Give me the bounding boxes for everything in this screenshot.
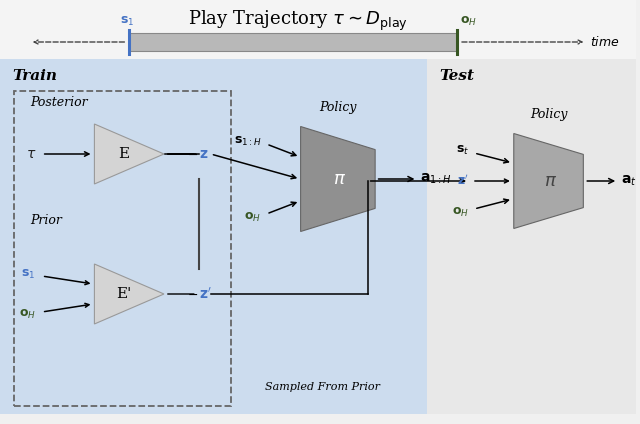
Text: $time$: $time$: [590, 35, 620, 49]
Text: $\mathbf{o}_H$: $\mathbf{o}_H$: [452, 206, 469, 218]
Text: Sampled From Prior: Sampled From Prior: [266, 382, 380, 392]
Text: Test: Test: [439, 69, 474, 83]
Text: $\mathbf{s}_{1:H}$: $\mathbf{s}_{1:H}$: [234, 134, 261, 148]
Text: $\mathbf{s}_1$: $\mathbf{s}_1$: [120, 15, 134, 28]
Text: Policy: Policy: [319, 101, 356, 114]
Text: $\mathbf{a}_t$: $\mathbf{a}_t$: [621, 174, 637, 188]
Text: Posterior: Posterior: [30, 96, 88, 109]
Text: E: E: [118, 147, 130, 161]
Text: Policy: Policy: [530, 108, 567, 121]
Text: $-$: $-$: [187, 287, 198, 301]
FancyBboxPatch shape: [0, 59, 428, 414]
Text: Play Trajectory $\tau \sim D_{\mathrm{play}}$: Play Trajectory $\tau \sim D_{\mathrm{pl…: [188, 9, 408, 33]
Text: E': E': [116, 287, 132, 301]
FancyBboxPatch shape: [129, 33, 457, 51]
Text: Prior: Prior: [30, 214, 61, 227]
Text: $\mathbf{s}_1$: $\mathbf{s}_1$: [22, 268, 36, 281]
Text: $\mathbf{z}'$: $\mathbf{z}'$: [458, 174, 469, 188]
Text: $\mathbf{s}_t$: $\mathbf{s}_t$: [456, 143, 469, 156]
Text: Train: Train: [12, 69, 57, 83]
Text: $\tau$: $\tau$: [26, 147, 36, 161]
Text: $-$: $-$: [187, 148, 198, 161]
Text: $\mathbf{a}_{1:H}$: $\mathbf{a}_{1:H}$: [420, 172, 452, 186]
Text: $\pi$: $\pi$: [544, 172, 557, 190]
Text: $\mathbf{z}'$: $\mathbf{z}'$: [199, 286, 211, 301]
FancyBboxPatch shape: [428, 59, 636, 414]
FancyBboxPatch shape: [0, 0, 636, 66]
Polygon shape: [95, 264, 164, 324]
Polygon shape: [95, 124, 164, 184]
Text: $\mathbf{o}_H$: $\mathbf{o}_H$: [244, 210, 261, 223]
Polygon shape: [514, 134, 583, 229]
Text: $\pi$: $\pi$: [333, 170, 346, 188]
Text: $\mathbf{o}_H$: $\mathbf{o}_H$: [19, 307, 36, 321]
Text: $\mathbf{o}_H$: $\mathbf{o}_H$: [460, 15, 477, 28]
Text: $\mathbf{z}$: $\mathbf{z}$: [199, 147, 208, 161]
Polygon shape: [301, 126, 375, 232]
